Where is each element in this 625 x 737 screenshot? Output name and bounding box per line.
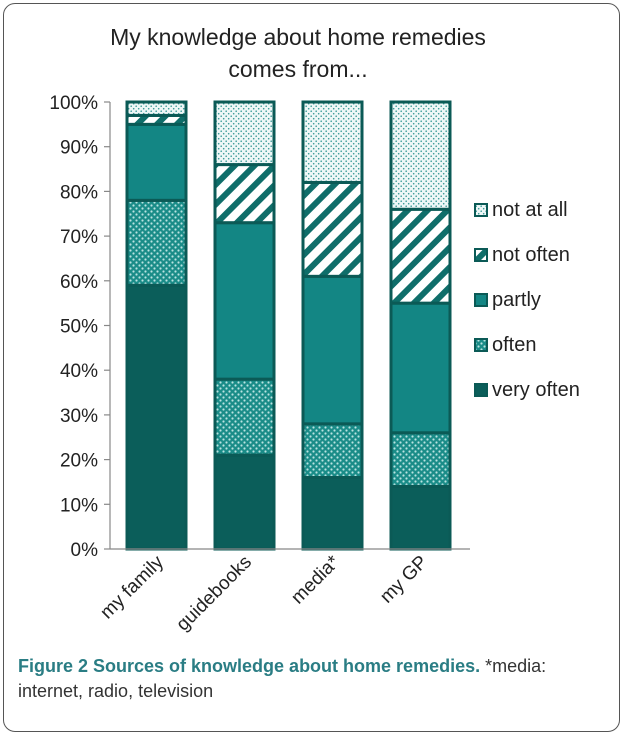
bar-stack [301,100,364,551]
legend-swatch [474,293,488,307]
y-tick-label: 90% [60,138,98,159]
legend-label: not often [492,244,570,266]
legend-item: very often [474,379,580,401]
legend-item: not at all [474,199,568,221]
legend-label: often [492,334,536,356]
y-tick-label: 20% [60,451,98,472]
y-tick-label: 70% [60,227,98,248]
bars [125,100,452,551]
title-line-2: comes from... [228,56,367,82]
bar-segment [301,180,364,278]
x-tick-label: my family [96,551,168,623]
x-tick-label: my GP [376,552,432,608]
caption-label: Figure 2 Sources of knowledge about home… [18,656,481,676]
x-tick-label: media* [287,551,344,608]
y-axis: 0% 10% 20% 30% 40% 50% 60% 70% 80% 90% 100% [49,93,111,561]
legend-item: often [474,334,536,356]
bar-segment [125,198,188,287]
y-tick-label: 10% [60,495,98,516]
x-tick-label: guidebooks [172,552,256,636]
stacked-bar-chart: My knowledge about home remedies comes f… [49,24,580,636]
bar-segment [389,431,452,488]
y-tick-label: 50% [60,317,98,338]
bar-stack [125,100,188,551]
bar-segment [389,100,452,211]
bar-segment [389,207,452,305]
y-tick-label: 60% [60,272,98,293]
bar-segment [301,475,364,551]
bar-segment [125,122,188,202]
bar-segment [125,100,188,117]
legend-label: very often [492,379,580,401]
bar-segment [213,221,276,381]
legend-swatch [474,203,488,217]
y-tick-label: 100% [49,93,98,114]
bar-segment [125,283,188,551]
y-tick-label: 0% [71,540,99,561]
bar-segment [389,301,452,435]
bar-segment [213,377,276,457]
legend-swatch [474,248,488,262]
bar-segment [213,163,276,225]
legend-item: not often [474,244,570,266]
bar-segment [213,100,276,167]
bar-segment [301,100,364,184]
bar-segment [301,422,364,479]
figure-caption: Figure 2 Sources of knowledge about home… [18,654,613,704]
caption-text: *media: internet, radio, television [18,656,547,701]
y-tick-label: 40% [60,361,98,382]
legend-label: not at all [492,199,568,221]
legend: not at all not often partly often very often [474,199,580,401]
y-tick-label: 80% [60,182,98,203]
bar-stack [213,100,276,551]
bar-stack [389,100,452,551]
title: My knowledge about home remedies comes f… [110,24,486,82]
y-tick-label: 30% [60,406,98,427]
legend-swatch [474,338,488,352]
legend-swatch [474,383,488,397]
legend-item: partly [474,289,541,311]
title-line-1: My knowledge about home remedies [110,24,486,50]
legend-label: partly [492,289,541,311]
bar-segment [389,484,452,551]
bar-segment [213,453,276,551]
x-axis: my family guidebooks media* my GP [96,548,470,636]
bar-segment [301,274,364,426]
